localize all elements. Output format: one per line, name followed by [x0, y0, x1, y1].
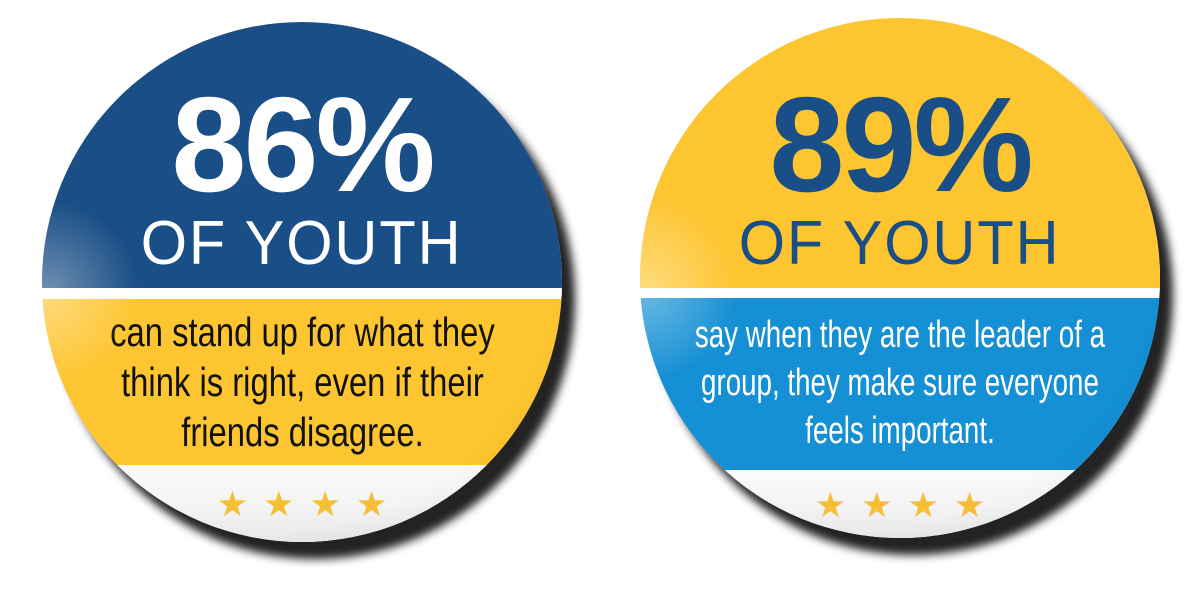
- badge-divider-stripe: [42, 288, 562, 299]
- stars-row: ★ ★ ★ ★: [42, 465, 562, 522]
- badge-top-section: 89% OF YOUTH: [640, 18, 1160, 288]
- statement-line: friends disagree.: [180, 409, 424, 455]
- of-youth-label: OF YOUTH: [141, 209, 463, 278]
- star-icon: ★: [355, 485, 388, 524]
- star-icon: ★: [814, 486, 847, 525]
- badge-top-section: 86% OF YOUTH: [42, 22, 562, 288]
- statement-line: feels important.: [805, 409, 995, 452]
- star-icon: ★: [907, 486, 939, 525]
- statement-line: group, they make sure everyone: [701, 362, 1099, 405]
- percent-value: 86%: [171, 68, 435, 220]
- star-icon: ★: [953, 486, 986, 525]
- badge-statement-band: can stand up for what they think is righ…: [42, 299, 562, 465]
- percent-value: 89%: [769, 68, 1033, 220]
- star-icon: ★: [263, 485, 295, 524]
- statement-line: think is right, even if their: [120, 358, 484, 405]
- star-icon: ★: [216, 485, 249, 524]
- of-youth-label: OF YOUTH: [739, 209, 1061, 278]
- statement-line: say when they are the leader of a: [694, 314, 1106, 357]
- star-icon: ★: [861, 486, 893, 525]
- statement-text: say when they are the leader of a group,…: [695, 312, 1105, 456]
- badge-bottom-rim: ★ ★ ★ ★: [42, 465, 562, 542]
- badge-bottom-rim: ★ ★ ★ ★: [640, 470, 1160, 538]
- statement-text: can stand up for what they think is righ…: [110, 307, 495, 457]
- statement-line: can stand up for what they: [109, 308, 495, 355]
- stars-row: ★ ★ ★ ★: [640, 470, 1160, 523]
- star-icon: ★: [309, 485, 341, 524]
- badge-divider-stripe: [640, 288, 1160, 298]
- badge-statement-band: say when they are the leader of a group,…: [640, 298, 1160, 470]
- stat-badge-86: 86% OF YOUTH can stand up for what they …: [42, 22, 562, 542]
- stat-badge-89: 89% OF YOUTH say when they are the leade…: [640, 18, 1160, 538]
